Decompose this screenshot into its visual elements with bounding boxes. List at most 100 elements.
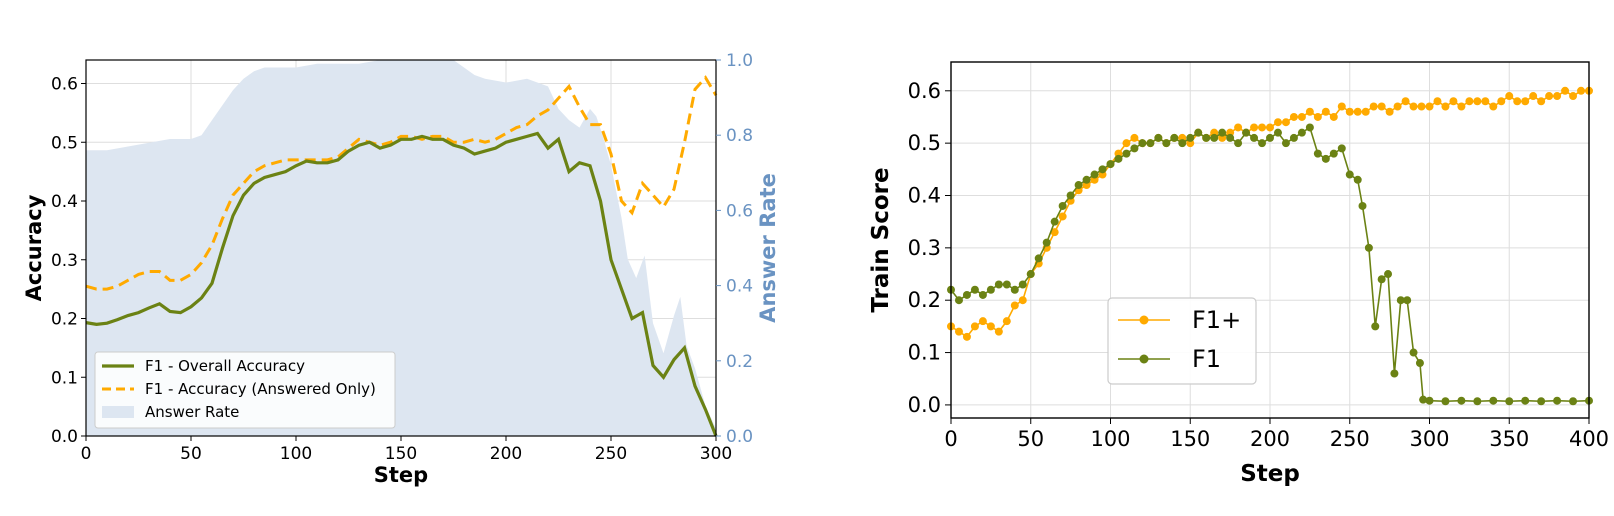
f1plus-point <box>1401 97 1410 106</box>
left-y-tick-label: 0.3 <box>51 251 78 271</box>
f1-point <box>1210 133 1219 142</box>
left-x-axis-label: Step <box>374 463 428 487</box>
f1plus-point <box>1258 123 1267 132</box>
f1-point <box>970 285 979 294</box>
f1plus-point <box>1345 107 1354 116</box>
f1plus-point <box>1449 97 1458 106</box>
f1-points <box>947 123 1593 406</box>
chart-right: 0 50 100 150 200 250 300 350 400 0.0 0.1 0.2 0.3 0.4… <box>868 61 1609 487</box>
f1-point <box>1266 133 1274 142</box>
f1plus-point <box>1018 296 1027 305</box>
f1-point <box>1305 123 1314 132</box>
right-y-tick-label: 0.6 <box>908 79 941 103</box>
legend-label-f1: F1 <box>1192 345 1221 373</box>
f1-point <box>1026 270 1035 279</box>
f1-point <box>1390 369 1399 378</box>
f1plus-point <box>1417 102 1426 111</box>
f1-point <box>1170 133 1179 142</box>
f1-point <box>1034 254 1043 263</box>
f1plus-point <box>1409 102 1418 111</box>
left-y2-tick-label: 1.0 <box>726 51 753 71</box>
f1-point <box>1337 144 1346 153</box>
f1-point <box>1226 133 1235 142</box>
right-y-axis-label: Train Score <box>868 167 894 312</box>
left-y2-tick-label: 0.6 <box>726 201 753 221</box>
right-x-tick-label: 350 <box>1489 427 1529 451</box>
f1-point <box>1569 397 1578 406</box>
f1plus-point <box>1529 92 1538 101</box>
f1plus-point <box>1281 118 1290 127</box>
left-y2-tick-label: 0.2 <box>726 352 753 372</box>
legend-label-overall: F1 - Overall Accuracy <box>145 357 305 375</box>
f1-point <box>1297 128 1306 137</box>
f1-point <box>1186 133 1195 142</box>
left-y-tick-label: 0.5 <box>51 133 78 153</box>
f1-point <box>1178 139 1187 148</box>
right-y-tick-label: 0.4 <box>908 184 941 208</box>
f1-point <box>1066 191 1075 200</box>
f1-point <box>1289 133 1298 142</box>
accuracy-answered-line <box>85 75 718 291</box>
f1-point <box>1146 139 1155 148</box>
f1-point <box>1425 396 1434 405</box>
left-y-axis-label: Accuracy <box>22 194 46 301</box>
f1plus-point <box>1433 97 1442 106</box>
f1plus-point <box>1545 92 1554 101</box>
f1-point <box>1138 139 1147 148</box>
f1plus-point <box>1002 317 1011 326</box>
f1-point <box>1371 322 1380 331</box>
f1-point <box>962 290 971 299</box>
f1plus-point <box>1130 133 1139 142</box>
f1plus-point <box>1505 92 1514 101</box>
f1plus-point <box>1250 123 1259 132</box>
legend-label-answer-rate: Answer Rate <box>145 403 239 421</box>
left-y2-ticks: 0.0 0.2 0.4 0.6 0.8 1.0 <box>716 51 753 447</box>
f1-point <box>1090 170 1099 179</box>
f1-point <box>1537 397 1546 406</box>
f1plus-point <box>1497 97 1506 106</box>
f1-point <box>1058 201 1067 210</box>
f1-point <box>1419 395 1428 404</box>
f1-point <box>1396 296 1405 305</box>
f1-point <box>1218 128 1227 137</box>
f1-point <box>1364 243 1373 252</box>
legend-marker-f1 <box>1139 354 1149 364</box>
left-y-tick-label: 0.1 <box>51 368 78 388</box>
f1-point <box>1457 396 1466 405</box>
left-y-tick-label: 0.4 <box>51 192 78 212</box>
f1-point <box>1441 397 1450 406</box>
right-y-tick-label: 0.1 <box>908 341 941 365</box>
left-y2-tick-label: 0.8 <box>726 126 753 146</box>
f1-point <box>1122 149 1131 158</box>
left-legend-box <box>94 351 396 429</box>
left-x-tick-label: 150 <box>385 444 417 464</box>
legend-label-f1plus: F1+ <box>1192 306 1241 334</box>
f1plus-point <box>1481 97 1490 106</box>
f1-point <box>1050 217 1059 226</box>
f1-point <box>1403 296 1412 305</box>
left-legend: F1 - Overall Accuracy F1 - Accuracy (Ans… <box>94 351 396 429</box>
f1-point <box>1505 397 1514 406</box>
f1-point <box>1250 133 1259 142</box>
f1plus-point <box>970 322 979 331</box>
f1-point <box>1082 175 1091 184</box>
right-y-ticks: 0.0 0.1 0.2 0.3 0.4 0.5 0.6 <box>908 79 951 417</box>
chart-left: 0 50 100 150 200 250 300 0.0 0.1 0.2 0.3 0.4 0.5 0.6… <box>22 51 780 487</box>
f1plus-point <box>1234 123 1243 132</box>
f1plus-point <box>1561 86 1570 95</box>
f1plus-point <box>1377 102 1386 111</box>
f1plus-point <box>1050 228 1059 237</box>
f1plus-point <box>1313 112 1322 121</box>
right-x-axis-label: Step <box>1240 461 1300 487</box>
f1plus-point <box>1289 112 1298 121</box>
f1-point <box>1018 280 1027 289</box>
f1-point <box>1202 133 1211 142</box>
left-y2-axis-label: Answer Rate <box>756 173 780 323</box>
f1-point <box>994 280 1003 289</box>
f1-point <box>1521 396 1530 405</box>
legend-marker-f1plus <box>1139 315 1149 325</box>
f1plus-point <box>1337 102 1346 111</box>
f1plus-point <box>986 322 995 331</box>
f1-point <box>1098 165 1107 174</box>
